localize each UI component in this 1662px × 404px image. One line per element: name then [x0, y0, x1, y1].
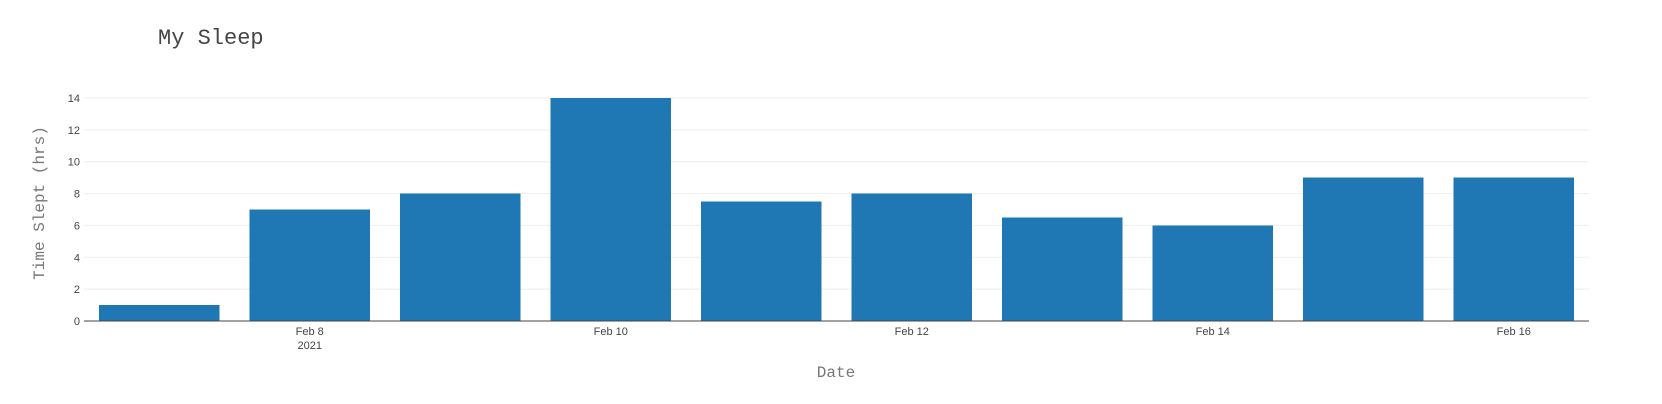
bars [99, 98, 1574, 321]
bar [1303, 177, 1424, 321]
chart-title: My Sleep [158, 26, 264, 51]
y-tick-label: 4 [74, 252, 80, 264]
x-axis-ticks: Feb 8 2021 Feb 10 Feb 12 Feb 14 Feb 16 [296, 326, 1531, 352]
x-axis-title: Date [817, 364, 855, 382]
y-tick-label: 8 [74, 189, 80, 201]
y-tick-label: 2 [74, 284, 80, 296]
bar [400, 193, 521, 321]
x-tick-label: Feb 16 [1497, 326, 1531, 338]
bar [550, 98, 671, 321]
y-tick-label: 6 [74, 220, 80, 232]
y-tick-label: 14 [68, 93, 80, 105]
bar [249, 209, 370, 321]
bar [851, 193, 972, 321]
bar [1002, 217, 1123, 321]
x-tick-label: Feb 12 [895, 326, 929, 338]
x-tick-year-label: 2021 [298, 340, 322, 352]
y-tick-label: 10 [68, 157, 80, 169]
bar [1152, 225, 1273, 321]
x-tick-label: Feb 10 [594, 326, 628, 338]
bar [99, 305, 220, 321]
x-tick-label: Feb 14 [1196, 326, 1230, 338]
bar [701, 201, 822, 321]
y-axis-ticks: 0 2 4 6 8 10 12 14 [68, 93, 80, 328]
y-tick-label: 0 [74, 316, 80, 328]
x-tick-label: Feb 8 [296, 326, 324, 338]
bar [1453, 177, 1574, 321]
y-axis-title: Time Slept (hrs) [31, 126, 49, 280]
y-tick-label: 12 [68, 125, 80, 137]
